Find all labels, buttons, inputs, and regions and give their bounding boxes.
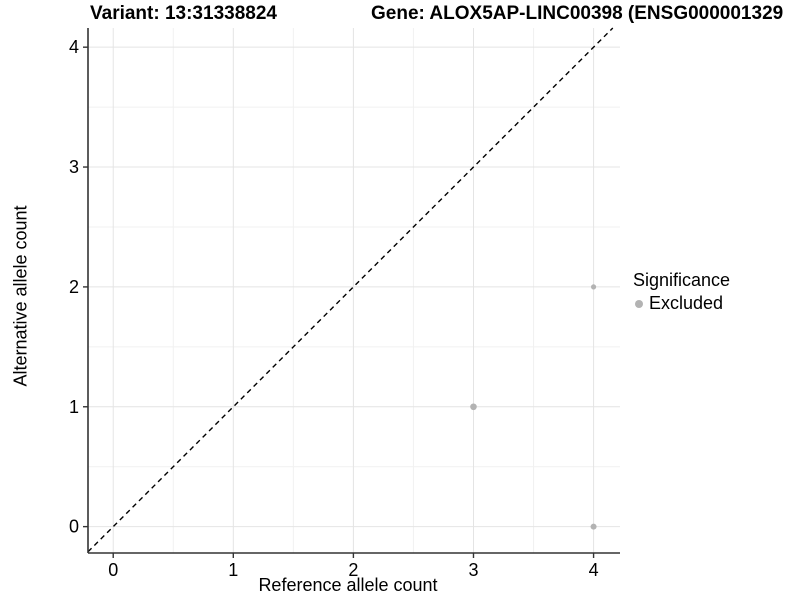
data-point [590,523,597,530]
legend-item-excluded: Excluded [635,293,730,314]
excluded-point-icon [635,299,643,308]
legend-item-label: Excluded [649,293,724,313]
legend-title: Significance [633,270,731,290]
x-tick-label: 3 [468,560,478,580]
data-point [590,284,597,290]
y-tick-label: 0 [69,517,79,537]
legend: Significance Excluded [633,270,730,314]
data-point [470,403,477,411]
identity-line [87,27,614,553]
gene-title: Gene: ALOX5AP-LINC00398 (ENSG000001329 [371,3,784,24]
variant-title: Variant: 13:31338824 [90,3,277,24]
x-axis-title: Reference allele count [258,575,438,595]
y-tick-label: 3 [69,157,79,177]
x-tick-label: 2 [348,560,358,580]
y-axis-title: Alternative allele count [10,205,31,387]
y-tick-label: 2 [69,277,79,297]
y-tick-label: 4 [69,37,79,57]
x-tick-label: 4 [589,560,599,580]
y-tick-label: 1 [69,397,79,417]
x-tick-label: 0 [108,560,118,580]
x-tick-label: 1 [228,560,238,580]
